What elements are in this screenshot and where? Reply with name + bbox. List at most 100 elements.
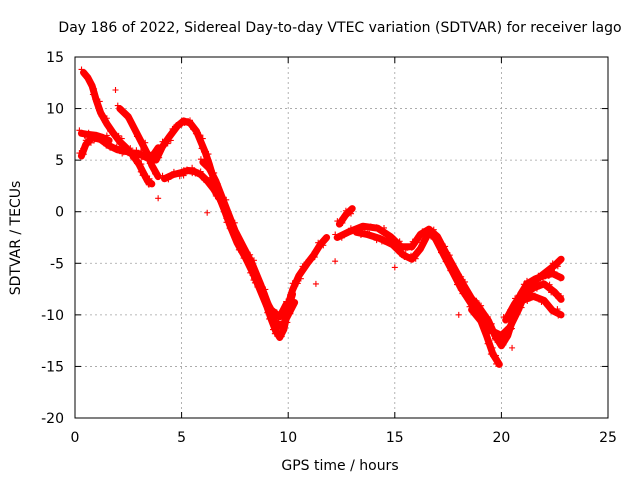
series-point	[252, 274, 259, 281]
series-point	[514, 310, 521, 317]
chart-title: Day 186 of 2022, Sidereal Day-to-day VTE…	[58, 20, 621, 36]
series-point	[334, 218, 341, 225]
series-point	[487, 351, 494, 358]
series-point	[197, 156, 204, 163]
series-point	[315, 239, 322, 246]
series-point	[269, 326, 276, 333]
y-tick-label: -10	[41, 308, 64, 324]
series-point	[381, 224, 388, 231]
series-point	[112, 144, 119, 151]
series-point	[339, 219, 346, 226]
series-point	[256, 280, 263, 287]
series-point	[270, 319, 277, 326]
series-point	[145, 181, 152, 188]
series-point	[287, 310, 294, 317]
series-point	[409, 238, 416, 245]
series-point	[413, 250, 420, 257]
series-point	[138, 154, 145, 161]
series-point	[447, 267, 454, 274]
series-point	[538, 299, 545, 306]
grid	[75, 57, 608, 418]
series-point	[485, 326, 492, 333]
series-point	[142, 148, 149, 155]
series-point	[236, 239, 243, 246]
series-point	[478, 302, 485, 309]
series-point	[275, 318, 282, 325]
series-point	[542, 272, 549, 279]
series-point	[442, 258, 449, 265]
x-tick-label: 5	[177, 430, 186, 446]
series-point	[473, 313, 480, 320]
series-point	[170, 171, 177, 178]
series-point	[308, 256, 315, 263]
series-point	[103, 115, 110, 122]
series-point	[289, 287, 296, 294]
series-point	[470, 299, 477, 306]
series-point	[159, 138, 166, 145]
series-point	[189, 164, 196, 171]
series-band-trace-l	[468, 280, 565, 339]
series-point	[311, 254, 318, 261]
series-point	[524, 298, 531, 305]
series-point	[180, 167, 187, 174]
series-point	[98, 133, 105, 140]
series-point	[130, 125, 137, 132]
series-point	[240, 244, 247, 251]
series-point	[297, 275, 304, 282]
series-point	[96, 107, 103, 114]
series-point	[165, 176, 172, 183]
series-point	[201, 148, 208, 155]
series-point	[146, 160, 153, 167]
series-point	[223, 207, 230, 214]
series-point	[525, 294, 532, 301]
series-point	[454, 281, 461, 288]
series-point	[342, 207, 349, 214]
series-point	[211, 176, 218, 183]
series-point	[89, 91, 96, 98]
series-band-trace-e	[152, 117, 290, 321]
outlier-point	[391, 264, 398, 271]
series-point	[543, 301, 550, 308]
series-point	[145, 180, 152, 187]
series-point	[457, 287, 464, 294]
series-point	[151, 154, 158, 161]
series-point	[201, 176, 208, 183]
series-point	[511, 301, 518, 308]
series-point	[103, 142, 110, 149]
series-point	[80, 145, 87, 152]
y-tick-label: 10	[46, 102, 64, 118]
series-point	[107, 128, 114, 135]
series-point	[388, 240, 395, 247]
series-point	[287, 291, 294, 298]
series-point	[339, 214, 346, 221]
series-point	[214, 187, 221, 194]
series-point	[493, 360, 500, 367]
series-point	[453, 271, 460, 278]
series-point	[373, 237, 380, 244]
series-point	[135, 157, 142, 164]
series-point	[183, 166, 190, 173]
series-point	[549, 260, 556, 267]
series-point	[488, 320, 495, 327]
series-point	[120, 110, 127, 117]
series-point	[262, 286, 269, 293]
series-point	[103, 132, 110, 139]
data-traces	[76, 66, 565, 368]
series-point	[107, 144, 114, 151]
series-point	[76, 150, 83, 157]
series-point	[431, 235, 438, 242]
series-band-trace-c	[80, 69, 156, 188]
series-point	[537, 275, 544, 282]
series-point	[101, 119, 108, 126]
series-point	[142, 139, 149, 146]
series-point	[548, 306, 555, 313]
series-point	[166, 172, 173, 179]
series-point	[317, 243, 324, 250]
series-point	[167, 137, 174, 144]
series-point	[176, 173, 183, 180]
series-point	[338, 234, 345, 241]
series-point	[344, 229, 351, 236]
outlier-point	[332, 258, 339, 265]
series-point	[78, 66, 85, 73]
